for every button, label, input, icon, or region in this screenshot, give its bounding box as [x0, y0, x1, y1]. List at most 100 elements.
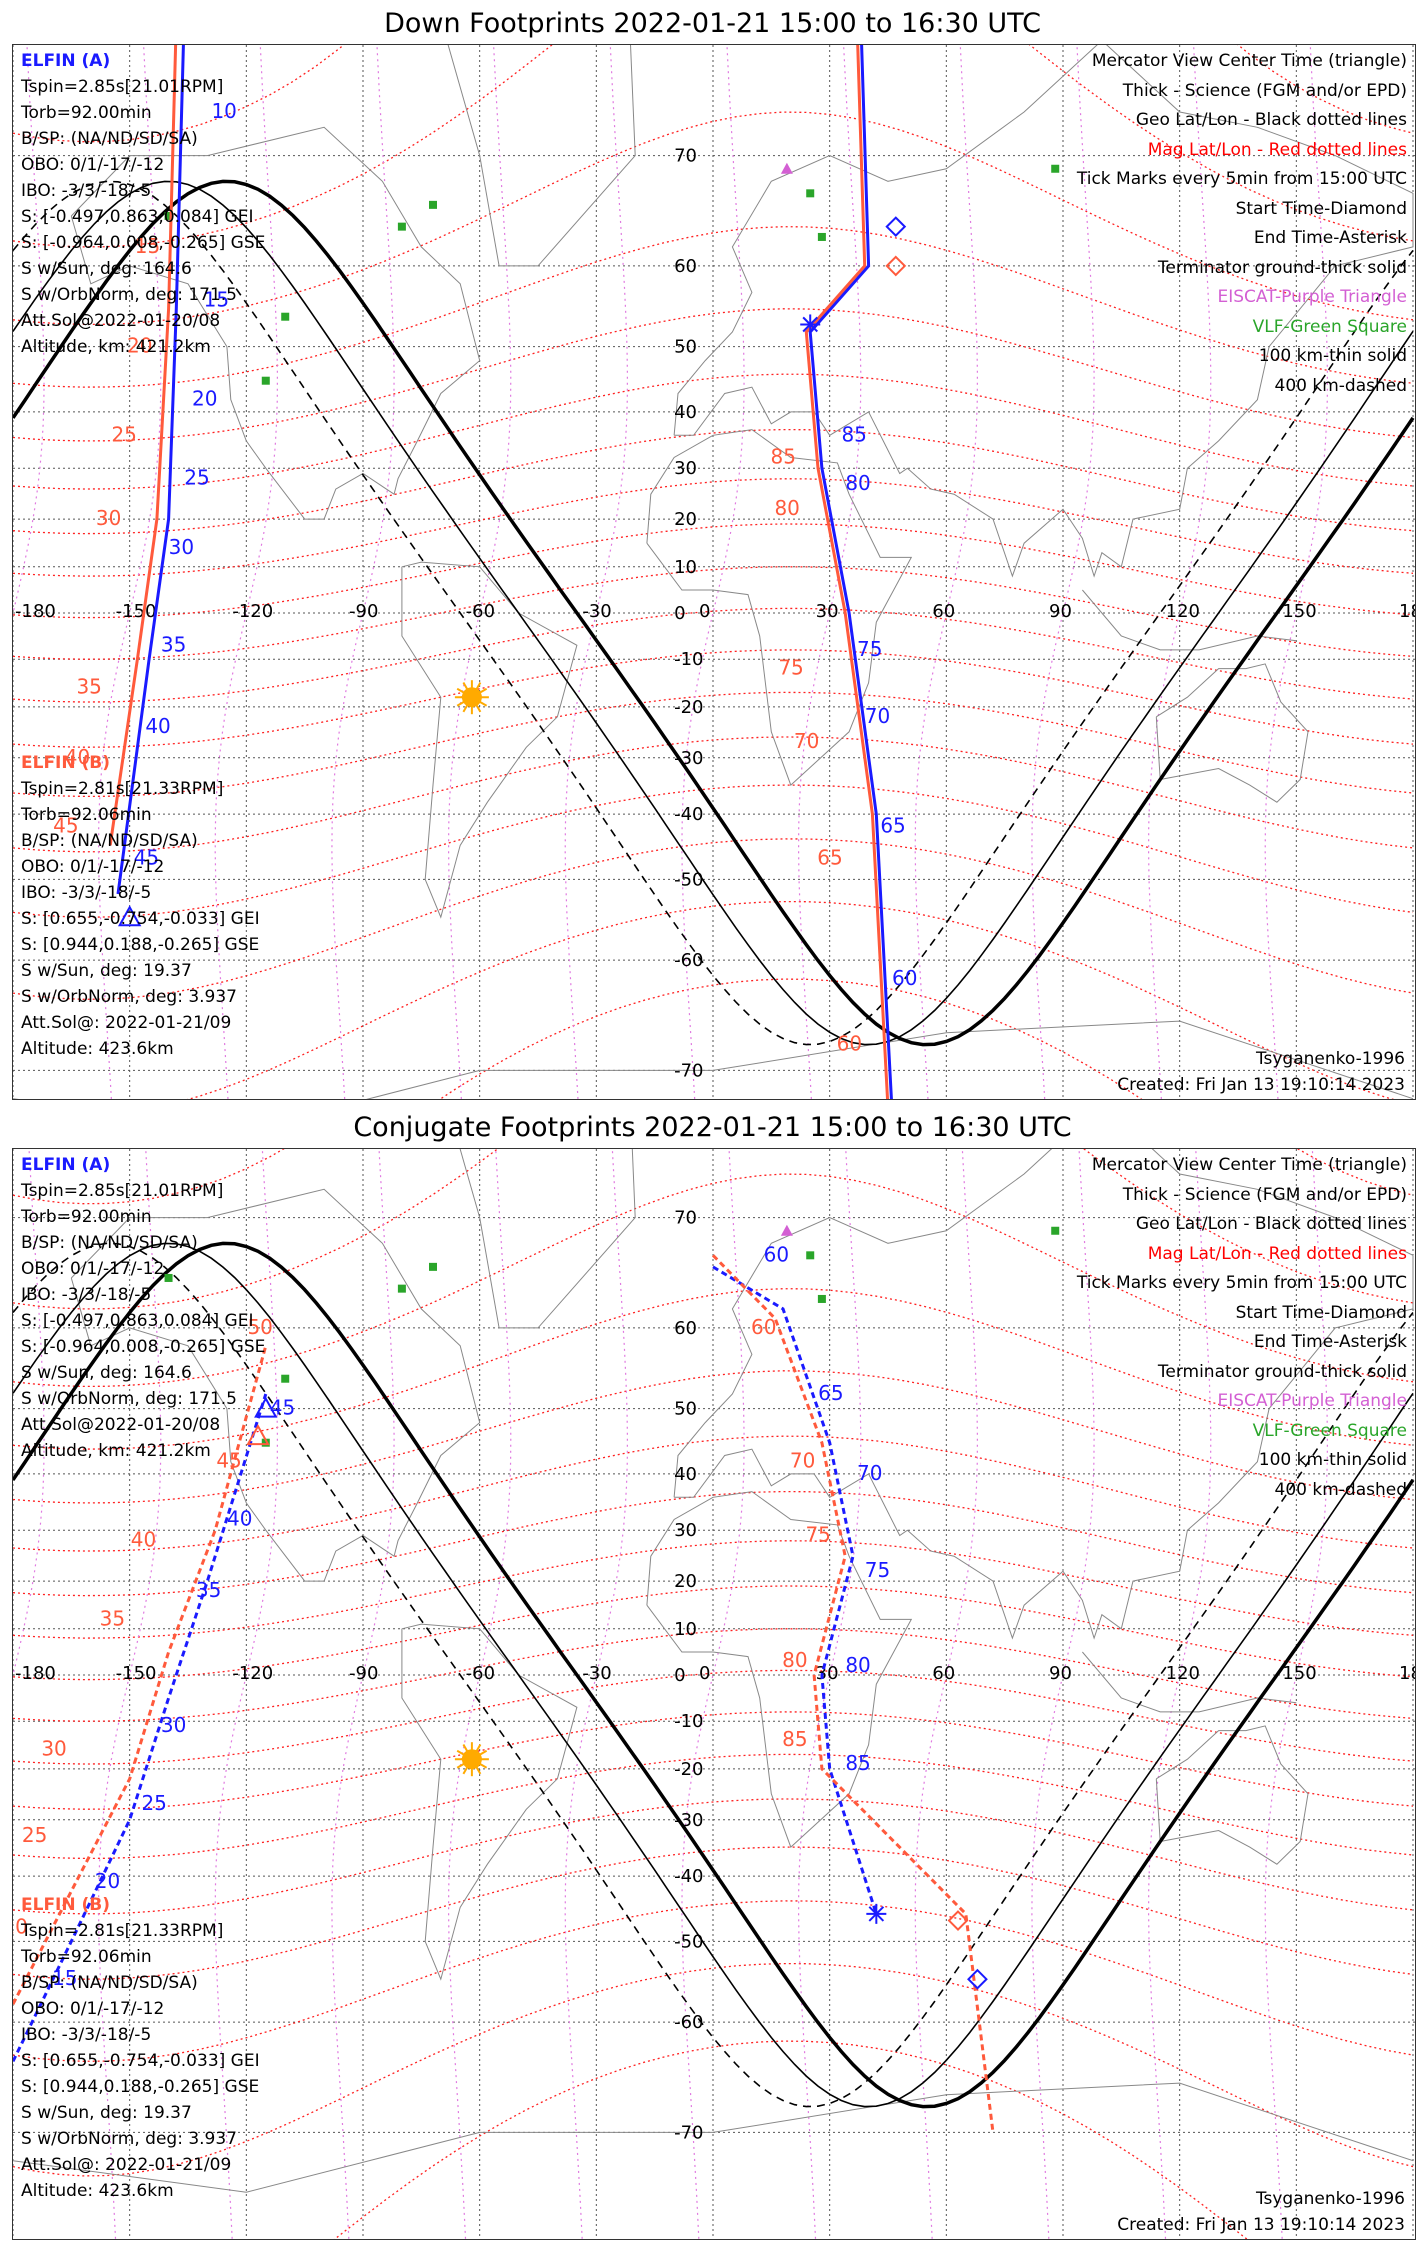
mag-meridian	[97, 1149, 162, 2239]
mag-meridian	[1147, 45, 1212, 1099]
mag-parallel	[13, 1798, 1414, 1915]
mag-meridian	[1031, 1149, 1095, 2239]
track-time-label: 15	[135, 234, 160, 258]
track-time-label: 45	[216, 1449, 241, 1473]
elfin-b-info-line: Att.Sol@: 2022-01-21/09	[21, 1013, 232, 1033]
bottom-map-canvas: -180-150-120-90-60-300306090120150180706…	[13, 1149, 1415, 2239]
elfin-b-info-line: S w/Sun, deg: 19.37	[21, 2103, 192, 2123]
coastlines	[13, 45, 1414, 1099]
end-asterisk-marker	[800, 314, 821, 335]
legend-item: Geo Lat/Lon - Black dotted lines	[1135, 110, 1407, 130]
elfin-b-info-line: OBO: 0/1/-17/-12	[21, 1999, 165, 2019]
elfin-a-info-line: Att.Sol@2022-01-20/08	[21, 311, 221, 331]
elfin-a-conjugate-east	[712, 1265, 878, 1915]
mag-meridian	[331, 1149, 395, 2239]
start-diamond-marker	[885, 216, 907, 238]
top-map-panel: -180-150-120-90-60-300306090120150180706…	[12, 44, 1416, 1100]
elfin-b-info-line: S w/OrbNorm, deg: 3.937	[21, 987, 238, 1007]
asterisk-stroke	[868, 1906, 885, 1922]
legend-item: 400 km-dashed	[1274, 1479, 1407, 1500]
vlf-square	[1051, 164, 1060, 173]
track-time-label: 85	[782, 1727, 807, 1751]
legend-item: Tick Marks every 5min from 15:00 UTC	[1076, 1273, 1407, 1293]
lat-tick-label: -40	[674, 804, 703, 825]
coastline	[673, 45, 1414, 578]
mag-meridian	[1031, 45, 1095, 1099]
center-triangle-marker	[254, 1396, 278, 1418]
lon-tick-label: 180	[1399, 1663, 1415, 1684]
mag-parallel	[13, 838, 1414, 1000]
legend-item: Geo Lat/Lon - Black dotted lines	[1135, 1214, 1407, 1234]
mag-meridian	[681, 1149, 745, 2239]
elfin-a-info-line: ELFIN (A)	[21, 1155, 111, 1175]
elfin-a-info-line: B/SP: (NA/ND/SD/SA)	[21, 129, 198, 149]
start-diamond-marker	[967, 1968, 988, 1990]
legend-item: Mag Lat/Lon - Red dotted lines	[1147, 1243, 1407, 1264]
lat-tick-label: 20	[674, 1571, 697, 1592]
track-time-label: 35	[196, 1578, 221, 1602]
track-time-label: 35	[161, 632, 186, 656]
sun-icon	[454, 680, 489, 715]
vlf-square	[397, 1284, 406, 1293]
lat-tick-label: 20	[674, 509, 697, 530]
lat-tick-label: -10	[674, 1711, 703, 1732]
lon-tick-label: 0	[699, 601, 710, 622]
elfin-a-info-line: Altitude, km: 421.2km	[21, 1441, 211, 1461]
lat-tick-label: -70	[674, 1060, 703, 1081]
elfin-b-info-line: Torb=92.06min	[21, 805, 152, 825]
end-asterisk-marker	[866, 1903, 887, 1924]
elfin-a-info-line: S w/Sun, deg: 164.6	[21, 259, 192, 279]
elfin-a-info-line: ELFIN (A)	[21, 51, 111, 71]
terminator-400km	[13, 180, 1414, 1046]
mag-parallel	[13, 1435, 1414, 1552]
mag-meridian	[914, 45, 979, 1099]
lon-tick-label: -150	[116, 601, 157, 622]
track-time-label: 45	[53, 813, 78, 837]
track-time-label: 85	[771, 444, 796, 468]
vlf-square	[1051, 1226, 1060, 1235]
mag-parallel	[333, 2040, 1248, 2239]
elfin-a-info-line: IBO: -3/3/-18/-5	[21, 1285, 152, 1305]
coastline	[1082, 1651, 1297, 1713]
track-time-label: 30	[161, 1713, 186, 1737]
elfin-a-info-line: OBO: 0/1/-17/-12	[21, 155, 165, 175]
coastline	[401, 561, 578, 919]
elfin-a-info-line: S: [-0.497,0.863,0.084] GEI	[21, 1311, 254, 1331]
vlf-square	[429, 200, 437, 209]
mag-meridian	[447, 1149, 512, 2239]
mag-parallel	[13, 1370, 1414, 1504]
mag-meridian	[564, 45, 629, 1099]
coastline	[1082, 589, 1297, 651]
mag-meridian	[564, 1149, 629, 2239]
mag-parallel	[13, 478, 1414, 577]
lon-tick-label: 0	[699, 1663, 710, 1684]
elfin-b-conjugate-east	[711, 1254, 995, 2133]
terminator-400km	[13, 1242, 1414, 2108]
legend-item: VLF-Green Square	[1252, 316, 1407, 337]
elfin-b-info-line: S: [0.944,0.188,-0.265] GSE	[21, 2077, 260, 2097]
elfin-b-info-line: B/SP: (NA/ND/SD/SA)	[21, 1973, 198, 1993]
geo-grid	[13, 1149, 1415, 2239]
legend-item: Terminator ground-thick solid	[1157, 257, 1407, 278]
track-time-label: 85	[841, 422, 866, 446]
elfin-a-info-line: IBO: -3/3/-18/-5	[21, 181, 152, 201]
track-time-label: 80	[845, 471, 870, 495]
track-time-label: 20	[127, 334, 152, 358]
lat-tick-label: 70	[674, 1208, 697, 1229]
mag-meridian	[97, 45, 162, 1099]
track-time-label: 85	[845, 1751, 870, 1775]
track-time-label: 80	[845, 1653, 870, 1677]
lon-tick-label: -60	[466, 601, 495, 622]
track-time-label: 25	[22, 1823, 47, 1847]
mag-meridian	[331, 45, 395, 1099]
coastline	[673, 1149, 1414, 1640]
lon-tick-label: 30	[816, 1663, 839, 1684]
top-panel-title: Down Footprints 2022-01-21 15:00 to 16:3…	[384, 8, 1041, 39]
track-time-label: 30	[169, 535, 194, 559]
bottom-map-panel: -180-150-120-90-60-300306090120150180706…	[12, 1148, 1416, 2240]
legend-item: Mag Lat/Lon - Red dotted lines	[1147, 139, 1407, 160]
elfin-a-info-line: S w/Sun, deg: 164.6	[21, 1363, 192, 1383]
lat-tick-label: -10	[674, 649, 703, 670]
lon-tick-label: 120	[1166, 601, 1200, 622]
lat-tick-label: 40	[674, 402, 697, 423]
